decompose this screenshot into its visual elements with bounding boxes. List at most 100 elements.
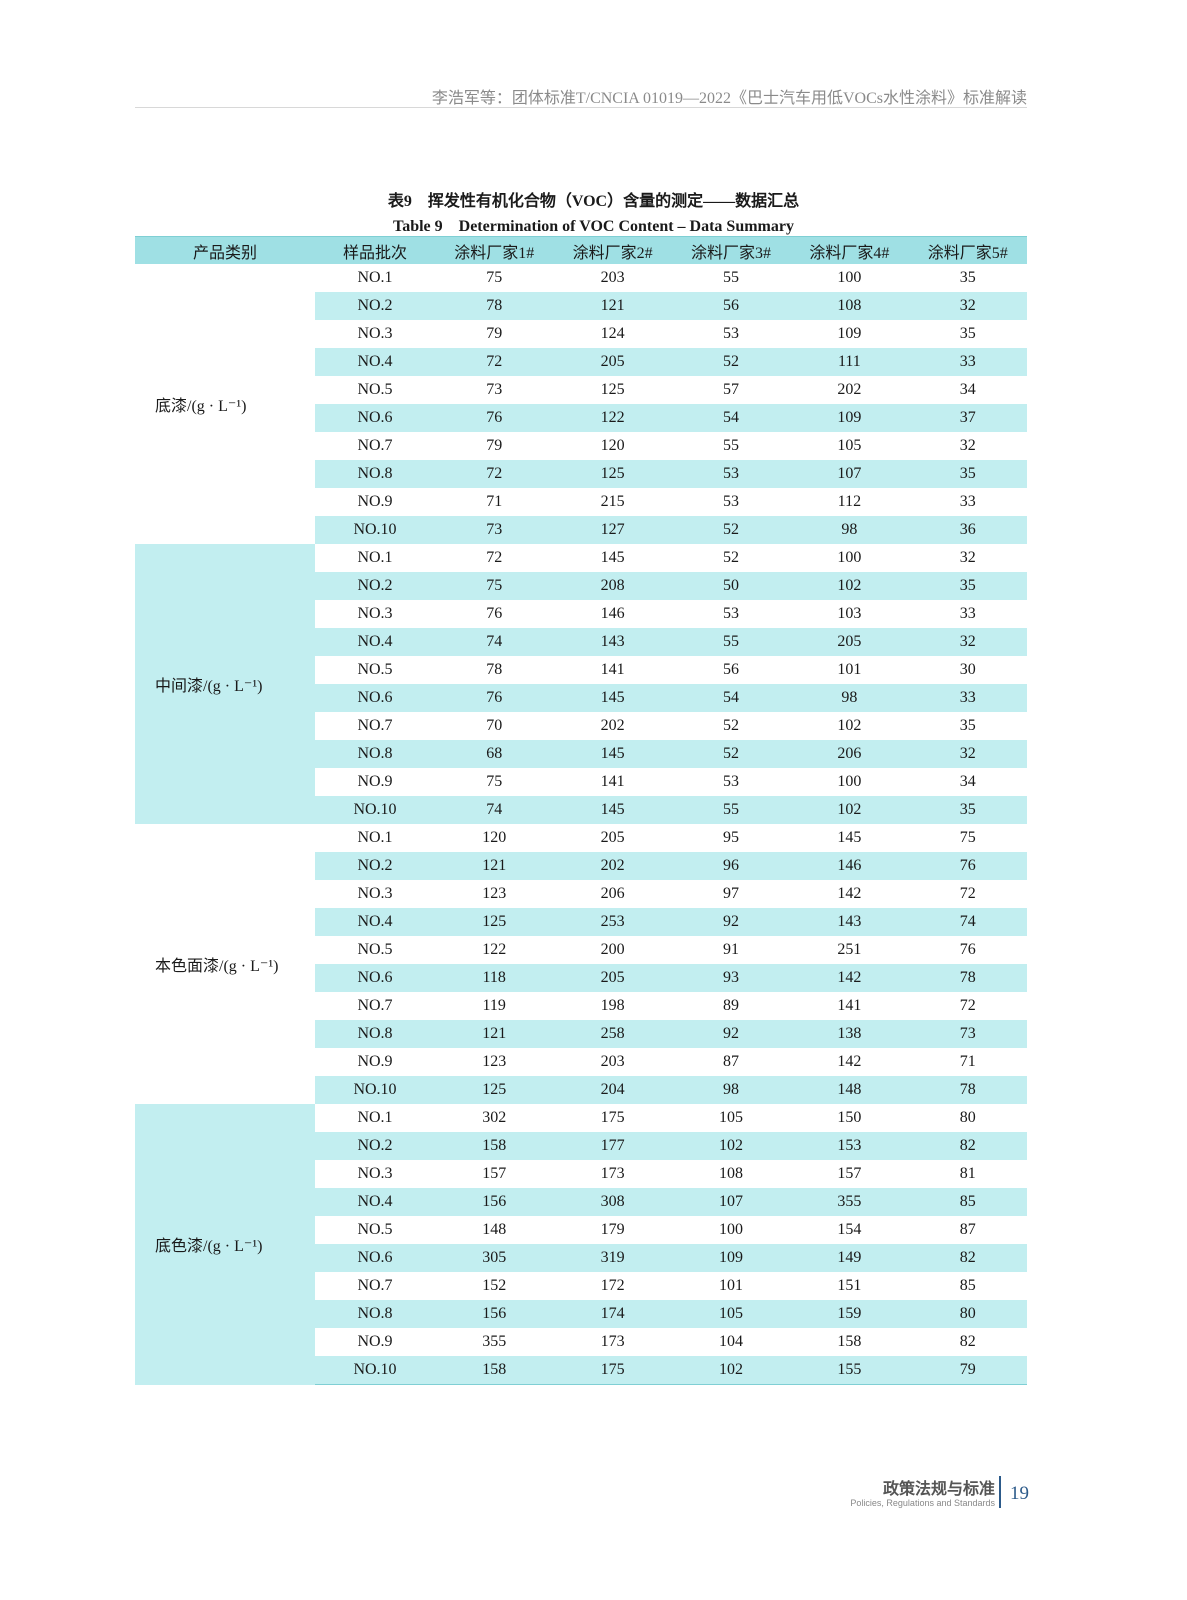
batch-cell: NO.10 <box>315 1076 435 1104</box>
batch-cell: NO.4 <box>315 908 435 936</box>
value-cell: 53 <box>671 460 791 488</box>
value-cell: 98 <box>671 1076 791 1104</box>
value-cell: 52 <box>671 740 791 768</box>
value-cell: 145 <box>837 829 862 846</box>
value-cell: 37 <box>908 404 1027 432</box>
value-cell: 57 <box>722 381 739 398</box>
value-cell: 205 <box>790 628 909 656</box>
value-cell: 206 <box>790 740 909 768</box>
table-row: NO.6 118 205 93 142 78 <box>135 964 1027 992</box>
value-cell: 355 <box>482 1333 507 1350</box>
value-cell: 73 <box>435 516 554 544</box>
batch-cell: NO.5 <box>357 1221 393 1238</box>
value-cell: 95 <box>722 829 739 846</box>
value-cell: 55 <box>671 796 791 824</box>
value-cell: 138 <box>790 1020 909 1048</box>
table-row: NO.5 73 125 57 202 34 <box>135 376 1027 404</box>
value-cell: 32 <box>908 740 1027 768</box>
table-row: NO.9 71 215 53 112 33 <box>135 488 1027 516</box>
value-cell: 55 <box>671 628 791 656</box>
col-header: 涂料厂家4# <box>790 236 909 264</box>
footer-section-cn: 政策法规与标准 <box>882 1479 995 1498</box>
table-row: NO.10 73 127 52 98 36 <box>135 516 1027 544</box>
batch-cell: NO.6 <box>315 684 435 712</box>
value-cell: 158 <box>435 1132 554 1160</box>
value-cell: 56 <box>722 661 739 678</box>
batch-cell: NO.3 <box>357 1165 393 1182</box>
table-row: NO.9 75 141 53 100 34 <box>135 768 1027 796</box>
value-cell: 142 <box>837 885 862 902</box>
value-cell: 91 <box>722 941 739 958</box>
batch-cell: NO.2 <box>315 292 435 320</box>
value-cell: 319 <box>553 1244 672 1272</box>
table-row: 底漆/(g · L⁻¹) NO.1 75 203 55 100 35 <box>135 264 1027 415</box>
value-cell: 251 <box>837 941 862 958</box>
value-cell: 80 <box>959 1109 976 1126</box>
table-row: 本色面漆/(g · L⁻¹) NO.1 120 205 95 145 75 <box>135 824 1027 975</box>
value-cell: 143 <box>790 908 909 936</box>
table-row: NO.6 76 145 54 98 33 <box>135 684 1027 712</box>
batch-cell: NO.1 <box>357 269 393 286</box>
table-header-row: 产品类别 样品批次 涂料厂家1# 涂料厂家2# 涂料厂家3# 涂料厂家4# 涂料… <box>135 236 1027 264</box>
table-row: NO.3 123 206 97 142 72 <box>135 880 1027 908</box>
value-cell: 146 <box>790 852 909 880</box>
value-cell: 97 <box>722 885 739 902</box>
value-cell: 102 <box>790 572 909 600</box>
value-cell: 109 <box>837 325 862 342</box>
batch-cell: NO.6 <box>315 404 435 432</box>
value-cell: 308 <box>553 1188 672 1216</box>
value-cell: 120 <box>600 437 625 454</box>
table-row: NO.8 72 125 53 107 35 <box>135 460 1027 488</box>
value-cell: 76 <box>486 605 503 622</box>
value-cell: 102 <box>671 1132 791 1160</box>
value-cell: 124 <box>600 325 625 342</box>
value-cell: 203 <box>600 269 625 286</box>
value-cell: 159 <box>790 1300 909 1328</box>
table-row: NO.5 148 179 100 154 87 <box>135 1216 1027 1244</box>
value-cell: 72 <box>435 460 554 488</box>
value-cell: 76 <box>435 404 554 432</box>
value-cell: 30 <box>959 661 976 678</box>
table-row: NO.10 74 145 55 102 35 <box>135 796 1027 824</box>
value-cell: 125 <box>435 908 554 936</box>
value-cell: 154 <box>837 1221 862 1238</box>
category-cell: 本色面漆/(g · L⁻¹) <box>155 958 279 975</box>
value-cell: 52 <box>722 717 739 734</box>
value-cell: 143 <box>553 628 672 656</box>
value-cell: 85 <box>959 1277 976 1294</box>
value-cell: 203 <box>600 1053 625 1070</box>
batch-cell: NO.10 <box>315 516 435 544</box>
value-cell: 52 <box>671 348 791 376</box>
value-cell: 72 <box>435 348 554 376</box>
value-cell: 78 <box>435 292 554 320</box>
value-cell: 142 <box>790 964 909 992</box>
value-cell: 79 <box>486 325 503 342</box>
table-row: NO.9 123 203 87 142 71 <box>135 1048 1027 1076</box>
value-cell: 87 <box>722 1053 739 1070</box>
value-cell: 78 <box>908 964 1027 992</box>
value-cell: 108 <box>790 292 909 320</box>
table-row: NO.2 75 208 50 102 35 <box>135 572 1027 600</box>
value-cell: 145 <box>553 740 672 768</box>
value-cell: 175 <box>553 1356 672 1385</box>
batch-cell: NO.4 <box>315 1188 435 1216</box>
value-cell: 35 <box>959 325 976 342</box>
table-row: NO.6 305 319 109 149 82 <box>135 1244 1027 1272</box>
table-row: NO.4 156 308 107 355 85 <box>135 1188 1027 1216</box>
table-row: NO.7 152 172 101 151 85 <box>135 1272 1027 1300</box>
value-cell: 93 <box>671 964 791 992</box>
value-cell: 98 <box>790 516 909 544</box>
value-cell: 202 <box>837 381 862 398</box>
value-cell: 98 <box>790 684 909 712</box>
value-cell: 215 <box>600 493 625 510</box>
value-cell: 68 <box>435 740 554 768</box>
batch-cell: NO.8 <box>315 460 435 488</box>
value-cell: 112 <box>837 493 862 510</box>
table-row: NO.3 157 173 108 157 81 <box>135 1160 1027 1188</box>
value-cell: 173 <box>600 1165 625 1182</box>
value-cell: 122 <box>482 941 507 958</box>
table-row: NO.6 76 122 54 109 37 <box>135 404 1027 432</box>
value-cell: 72 <box>486 549 503 566</box>
value-cell: 82 <box>959 1333 976 1350</box>
category-cell: 中间漆/(g · L⁻¹) <box>135 544 315 824</box>
